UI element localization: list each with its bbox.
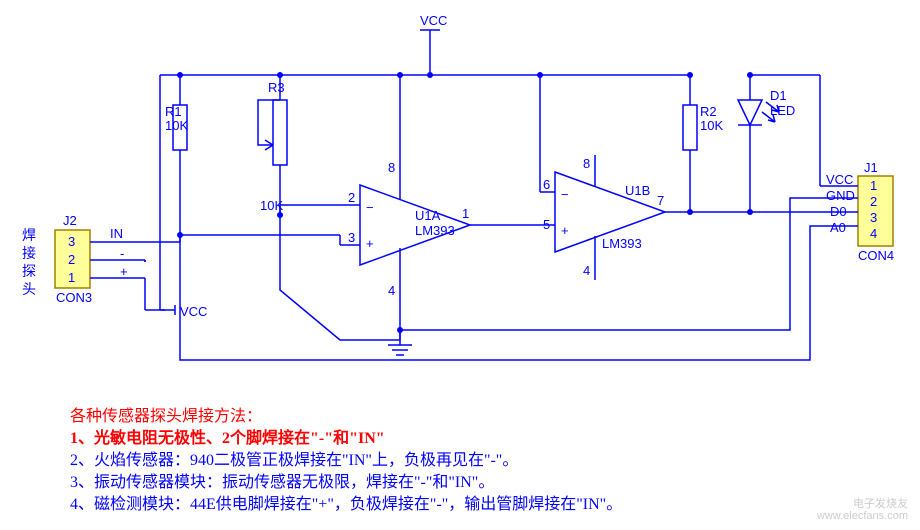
u1b-pin5: 5 [543, 217, 550, 232]
d1-value: LED [770, 103, 795, 118]
u1a-plus: + [366, 236, 374, 251]
u1a-name: U1A [415, 208, 441, 223]
j1-pin2: 2 [870, 194, 877, 209]
r1-value: 10K [165, 118, 188, 133]
caption-line4: 4、磁检测模块：44E供电脚焊接在"+"，负极焊接在"-"，输出管脚焊接在"IN… [70, 490, 622, 514]
j2-side-label-2: 接 [22, 245, 36, 262]
r2-name: R2 [700, 104, 717, 119]
j1-pin3: 3 [870, 210, 877, 225]
j2-side-label-3: 探 [22, 264, 36, 280]
r2-value: 10K [700, 118, 723, 133]
j2-side-label-4: 头 [22, 282, 36, 298]
u1a-pin3: 3 [348, 230, 355, 245]
u1b-value: LM393 [602, 236, 642, 251]
j1-name: J1 [864, 160, 878, 175]
j2-side-label-1: 焊 [22, 228, 36, 244]
j1-pin4: 4 [870, 226, 877, 241]
r1-name: R1 [165, 104, 182, 119]
j1-sig-a0: A0 [830, 220, 846, 235]
u1b-plus: + [561, 223, 569, 238]
caption-title: 各种传感器探头焊接方法： [70, 402, 262, 426]
u1a-pin8: 8 [388, 160, 395, 175]
j1-pin1: 1 [870, 178, 877, 193]
j2-pin3: 3 [68, 234, 75, 249]
watermark: 电子发烧友 www.elecfans.com [817, 498, 908, 522]
u1b-pin6: 6 [543, 177, 550, 192]
vcc-top-label: VCC [420, 13, 447, 28]
u1b-name: U1B [625, 183, 650, 198]
j1-sig-gnd: GND [826, 188, 855, 203]
u1a-pin4: 4 [388, 283, 395, 298]
caption-line1: 1、光敏电阻无极性、2个脚焊接在"-"和"IN" [70, 424, 385, 448]
circuit-diagram: VCC R1 10K R3 10K R2 10K D1 LED − + 8 4 … [0, 0, 920, 400]
caption-line2: 2、火焰传感器：940二极管正极焊接在"IN"上，负极再见在"-"。 [70, 446, 518, 470]
j2-name: J2 [63, 213, 77, 228]
j2-sig-plus: + [120, 264, 128, 279]
j1-value: CON4 [858, 248, 894, 263]
r3-name: R3 [268, 80, 285, 95]
u1b-pin8: 8 [583, 156, 590, 171]
j2-pin2: 2 [68, 252, 75, 267]
j2-sig-in: IN [110, 226, 123, 241]
u1a-pin1: 1 [462, 206, 469, 221]
caption-line3: 3、振动传感器模块：振动传感器无极限，焊接在"-"和"IN"。 [70, 468, 494, 492]
u1b-pin4: 4 [583, 263, 590, 278]
u1a-pin2: 2 [348, 190, 355, 205]
watermark-text2: www.elecfans.com [817, 510, 908, 522]
j2-sig-minus: - [120, 246, 124, 261]
d1-name: D1 [770, 88, 787, 103]
j2-value: CON3 [56, 290, 92, 305]
u1b-minus: − [561, 187, 569, 202]
vcc-left-label: VCC [180, 304, 207, 319]
j1-sig-d0: D0 [830, 204, 847, 219]
u1b-pin7: 7 [657, 193, 664, 208]
j2-pin1: 1 [68, 270, 75, 285]
watermark-text1: 电子发烧友 [853, 498, 908, 510]
u1a-value: LM393 [415, 223, 455, 238]
j1-sig-vcc: VCC [826, 172, 853, 187]
u1a-minus: − [366, 200, 374, 215]
